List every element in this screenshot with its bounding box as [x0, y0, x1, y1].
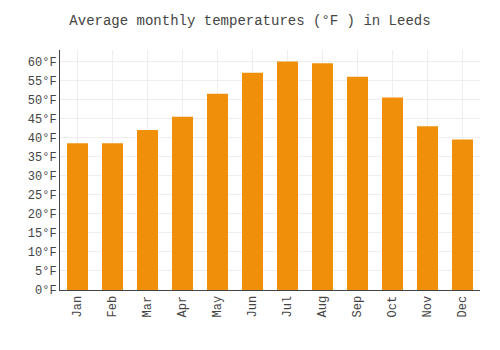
svg-text:Jun: Jun	[246, 296, 260, 318]
svg-text:Jan: Jan	[71, 296, 85, 318]
svg-text:45°F: 45°F	[28, 113, 57, 127]
svg-text:20°F: 20°F	[28, 208, 57, 222]
svg-text:Nov: Nov	[421, 296, 435, 318]
svg-text:40°F: 40°F	[28, 132, 57, 146]
svg-text:Aug: Aug	[316, 296, 330, 318]
svg-text:60°F: 60°F	[28, 56, 57, 70]
svg-text:15°F: 15°F	[28, 227, 57, 241]
svg-text:Feb: Feb	[106, 296, 120, 318]
svg-text:Dec: Dec	[456, 296, 470, 318]
svg-text:Oct: Oct	[386, 296, 400, 318]
svg-text:25°F: 25°F	[28, 189, 57, 203]
svg-text:50°F: 50°F	[28, 94, 57, 108]
svg-text:55°F: 55°F	[28, 75, 57, 89]
svg-text:30°F: 30°F	[28, 170, 57, 184]
svg-text:Jul: Jul	[281, 296, 295, 318]
svg-text:Mar: Mar	[141, 296, 155, 318]
svg-text:10°F: 10°F	[28, 246, 57, 260]
svg-text:Sep: Sep	[351, 296, 365, 318]
svg-text:5°F: 5°F	[35, 265, 57, 279]
svg-text:Apr: Apr	[176, 296, 190, 318]
svg-text:35°F: 35°F	[28, 151, 57, 165]
svg-text:0°F: 0°F	[35, 284, 57, 298]
svg-text:May: May	[211, 296, 225, 318]
svg-text:Average monthly temperatures (: Average monthly temperatures (°F ) in Le…	[69, 13, 430, 29]
